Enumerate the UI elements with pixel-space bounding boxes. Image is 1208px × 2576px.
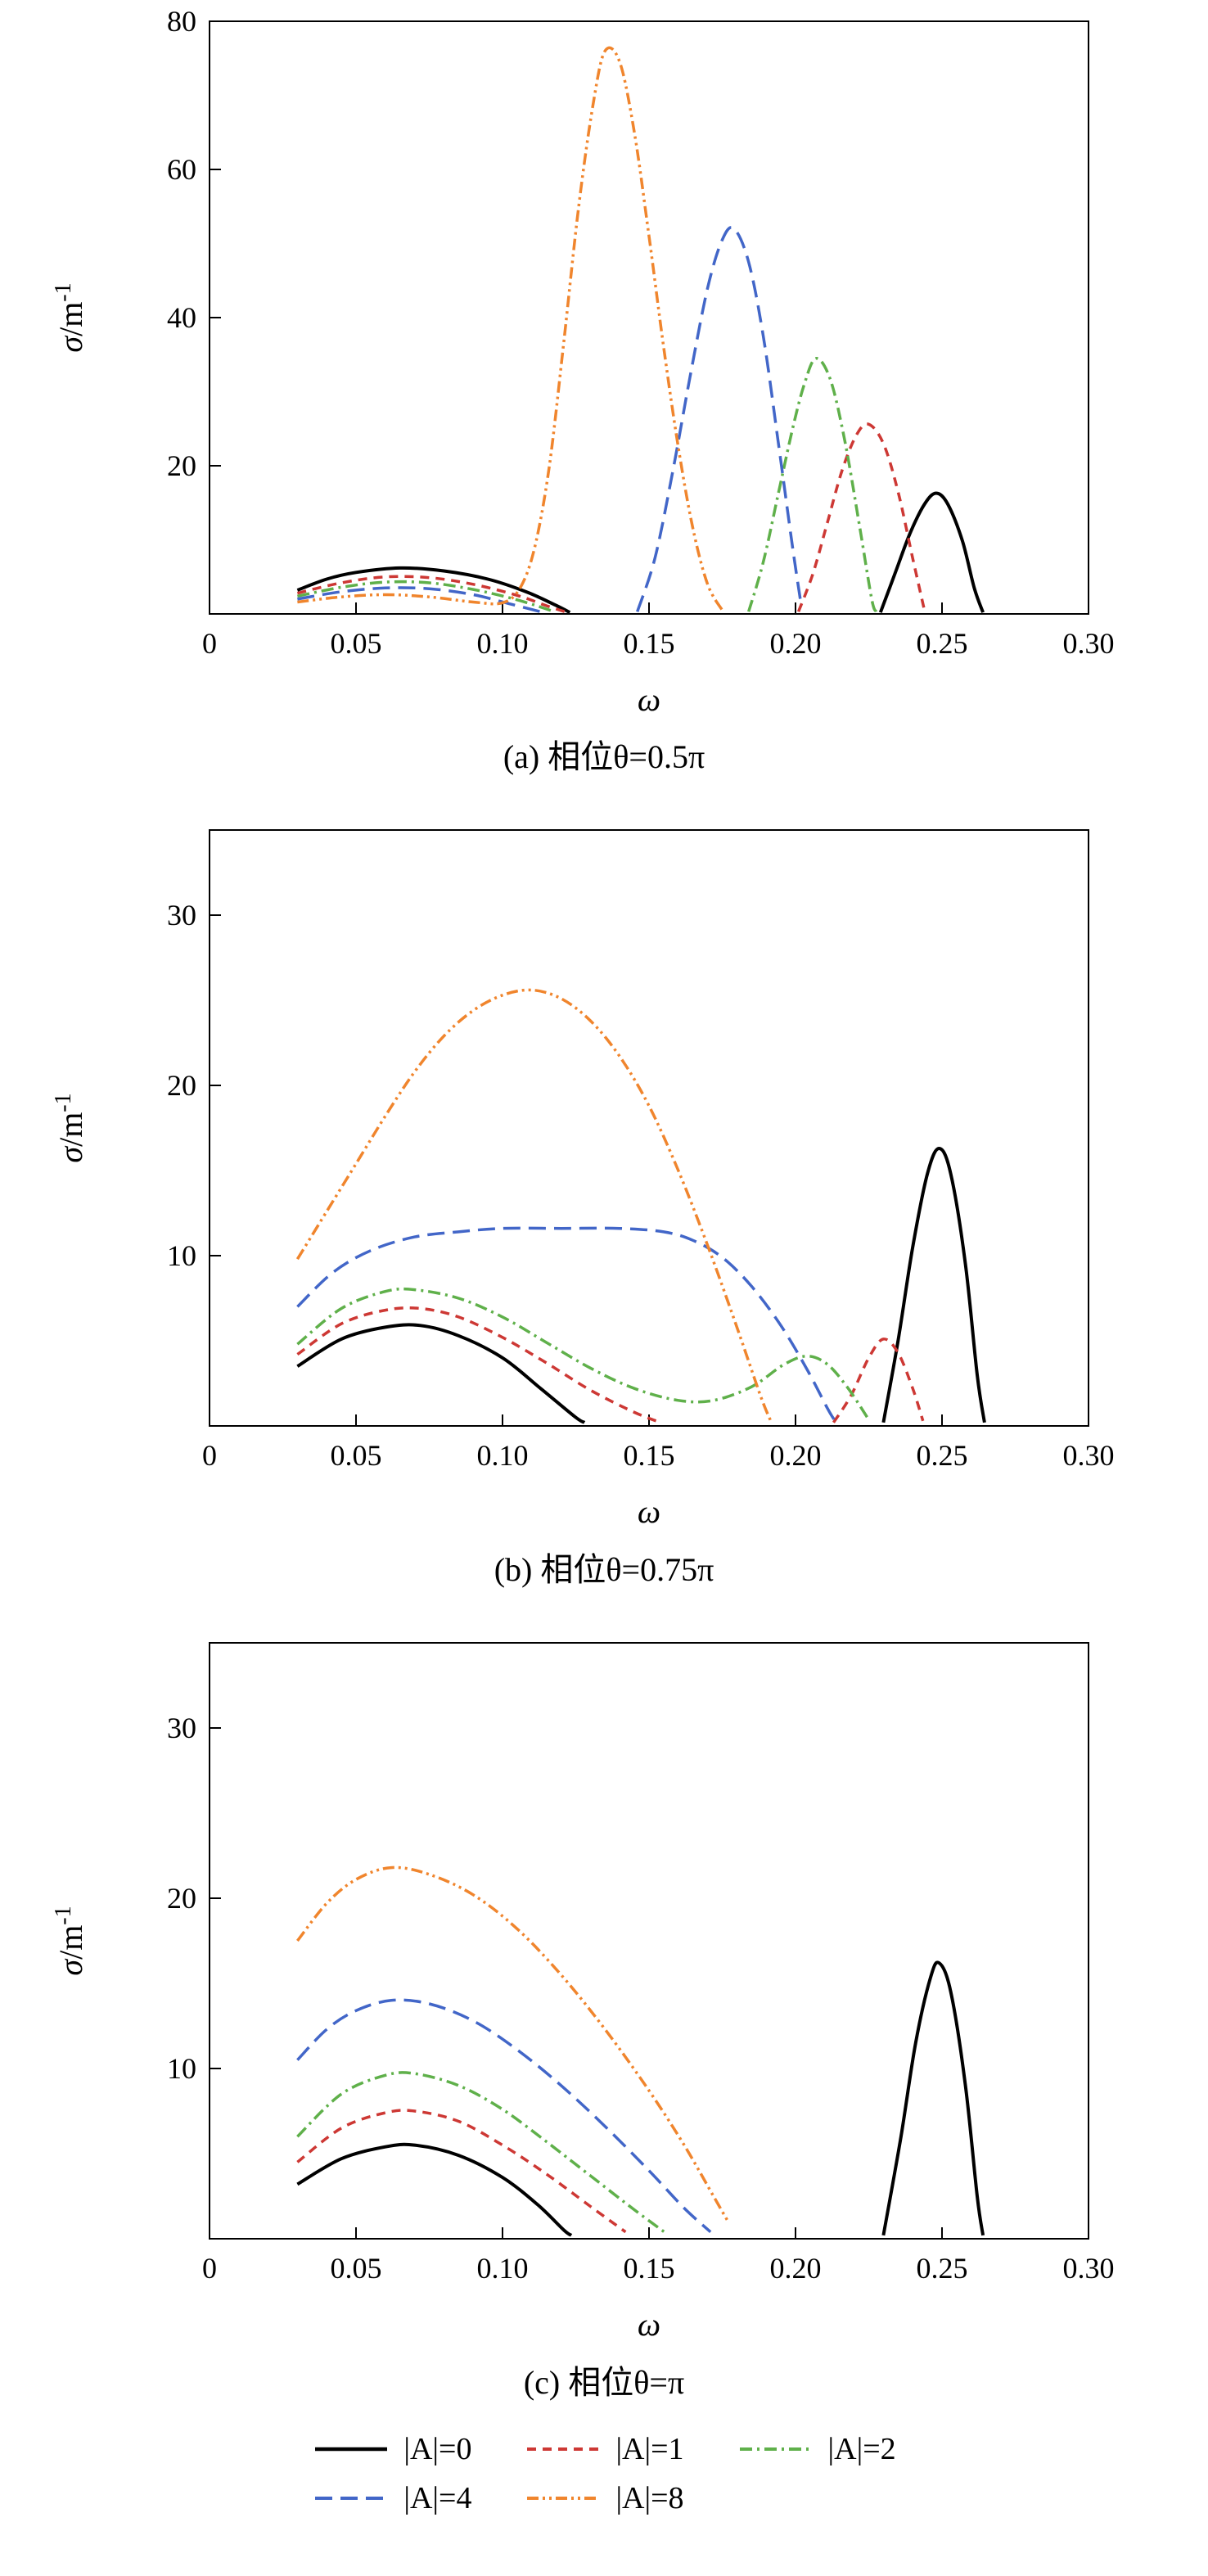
svg-text:30: 30 <box>167 899 196 932</box>
svg-text:20: 20 <box>167 1069 196 1102</box>
chart-c: 0 0.05 0.10 0.15 0.20 0.25 0.30 10 20 30 ω σ/m-1 (c… <box>0 1618 1208 2403</box>
svg-text:ω: ω <box>638 681 660 718</box>
svg-text:80: 80 <box>167 5 196 38</box>
legend-item-label: |A|=1 <box>615 2432 684 2466</box>
legend: |A|=0 |A|=1 |A|=2 |A|=4 |A|=8 <box>312 2431 896 2516</box>
svg-text:0.05: 0.05 <box>331 627 382 660</box>
svg-text:σ/m-1: σ/m-1 <box>51 1906 89 1975</box>
legend-item-a4: |A|=4 <box>312 2480 471 2516</box>
svg-text:20: 20 <box>167 449 196 482</box>
legend-item-label: |A|=4 <box>403 2481 472 2515</box>
chart-b: 0 0.05 0.10 0.15 0.20 0.25 0.30 10 20 30 ω σ/m-1 (b… <box>0 805 1208 1590</box>
legend-line-a0-icon <box>315 2447 388 2452</box>
legend-line-a1-icon <box>527 2447 600 2451</box>
chart-a-caption: (a) 相位θ=0.5π <box>503 738 705 775</box>
svg-text:10: 10 <box>167 2052 196 2085</box>
legend-item-a2: |A|=2 <box>737 2431 896 2467</box>
legend-item-a8: |A|=8 <box>524 2480 684 2516</box>
svg-text:0.05: 0.05 <box>331 2252 382 2285</box>
svg-text:0.15: 0.15 <box>624 1439 675 1472</box>
svg-text:0.30: 0.30 <box>1063 627 1115 660</box>
svg-text:0.15: 0.15 <box>624 627 675 660</box>
figure-page: 0 0.05 0.10 0.15 0.20 0.25 0.30 20 40 60 80 ω σ/m-1 … <box>0 5 1208 2516</box>
chart-b-caption: (b) 相位θ=0.75π <box>494 1551 714 1588</box>
legend-item-label: |A|=2 <box>827 2432 896 2466</box>
svg-text:10: 10 <box>167 1239 196 1272</box>
svg-text:ω: ω <box>638 2306 660 2343</box>
svg-text:0.25: 0.25 <box>917 2252 968 2285</box>
legend-item-label: |A|=0 <box>403 2432 472 2466</box>
chart-b-canvas: 0 0.05 0.10 0.15 0.20 0.25 0.30 10 20 30 ω σ/m-1 <box>51 829 1115 1530</box>
svg-text:0.25: 0.25 <box>917 1439 968 1472</box>
legend-line-a8-icon <box>527 2497 600 2500</box>
svg-text:0.20: 0.20 <box>770 627 822 660</box>
svg-text:0.25: 0.25 <box>917 627 968 660</box>
svg-text:20: 20 <box>167 1882 196 1915</box>
chart-a-canvas: 0 0.05 0.10 0.15 0.20 0.25 0.30 20 40 60 80 ω σ/m-1 <box>51 5 1115 718</box>
chart-c-caption: (c) 相位θ=π <box>523 2364 685 2401</box>
svg-text:0.15: 0.15 <box>624 2252 675 2285</box>
svg-text:0: 0 <box>202 1439 217 1472</box>
legend-line-a2-icon <box>739 2447 812 2451</box>
svg-text:0.30: 0.30 <box>1063 1439 1115 1472</box>
svg-text:0.10: 0.10 <box>477 627 529 660</box>
svg-text:60: 60 <box>167 153 196 186</box>
svg-text:σ/m-1: σ/m-1 <box>51 1093 89 1162</box>
svg-text:0.10: 0.10 <box>477 2252 529 2285</box>
svg-text:0.20: 0.20 <box>770 1439 822 1472</box>
svg-text:0.05: 0.05 <box>331 1439 382 1472</box>
legend-item-label: |A|=8 <box>615 2481 684 2515</box>
svg-text:0.20: 0.20 <box>770 2252 822 2285</box>
svg-text:0: 0 <box>202 627 217 660</box>
legend-line-a4-icon <box>315 2497 388 2500</box>
chart-c-canvas: 0 0.05 0.10 0.15 0.20 0.25 0.30 10 20 30 ω σ/m-1 <box>51 1642 1115 2343</box>
chart-a: 0 0.05 0.10 0.15 0.20 0.25 0.30 20 40 60 80 ω σ/m-1 … <box>0 5 1208 778</box>
svg-text:ω: ω <box>638 1493 660 1530</box>
legend-item-a0: |A|=0 <box>312 2431 471 2467</box>
svg-text:σ/m-1: σ/m-1 <box>51 282 89 352</box>
svg-text:0: 0 <box>202 2252 217 2285</box>
svg-text:0.10: 0.10 <box>477 1439 529 1472</box>
svg-text:30: 30 <box>167 1712 196 1744</box>
svg-text:40: 40 <box>167 301 196 334</box>
svg-text:0.30: 0.30 <box>1063 2252 1115 2285</box>
legend-item-a1: |A|=1 <box>524 2431 684 2467</box>
